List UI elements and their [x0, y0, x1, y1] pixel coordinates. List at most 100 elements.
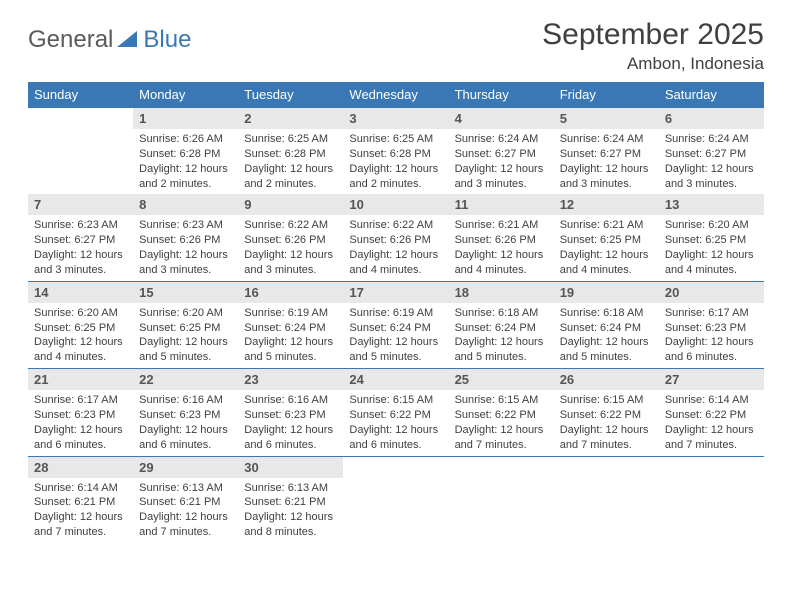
calendar-row: 21Sunrise: 6:17 AMSunset: 6:23 PMDayligh… [28, 369, 764, 456]
day-number: 11 [449, 194, 554, 215]
page: General Blue September 2025 Ambon, Indon… [0, 0, 792, 612]
empty-cell [449, 456, 554, 543]
calendar-body: 1Sunrise: 6:26 AMSunset: 6:28 PMDaylight… [28, 108, 764, 543]
day-details: Sunrise: 6:25 AMSunset: 6:28 PMDaylight:… [238, 129, 343, 194]
day-number: 3 [343, 108, 448, 129]
day-cell: 10Sunrise: 6:22 AMSunset: 6:26 PMDayligh… [343, 194, 448, 281]
day-cell: 28Sunrise: 6:14 AMSunset: 6:21 PMDayligh… [28, 456, 133, 543]
calendar-row: 1Sunrise: 6:26 AMSunset: 6:28 PMDaylight… [28, 108, 764, 195]
day-cell: 21Sunrise: 6:17 AMSunset: 6:23 PMDayligh… [28, 369, 133, 456]
calendar-table: SundayMondayTuesdayWednesdayThursdayFrid… [28, 82, 764, 543]
day-details: Sunrise: 6:17 AMSunset: 6:23 PMDaylight:… [659, 303, 764, 368]
day-number: 9 [238, 194, 343, 215]
day-number: 19 [554, 282, 659, 303]
empty-cell [554, 456, 659, 543]
logo: General Blue [28, 18, 191, 54]
logo-sail-icon [115, 29, 141, 51]
day-cell: 24Sunrise: 6:15 AMSunset: 6:22 PMDayligh… [343, 369, 448, 456]
day-details: Sunrise: 6:15 AMSunset: 6:22 PMDaylight:… [554, 390, 659, 455]
day-cell: 11Sunrise: 6:21 AMSunset: 6:26 PMDayligh… [449, 194, 554, 281]
day-details: Sunrise: 6:20 AMSunset: 6:25 PMDaylight:… [28, 303, 133, 368]
day-details: Sunrise: 6:24 AMSunset: 6:27 PMDaylight:… [659, 129, 764, 194]
day-details: Sunrise: 6:14 AMSunset: 6:22 PMDaylight:… [659, 390, 764, 455]
day-cell: 30Sunrise: 6:13 AMSunset: 6:21 PMDayligh… [238, 456, 343, 543]
day-details: Sunrise: 6:24 AMSunset: 6:27 PMDaylight:… [449, 129, 554, 194]
day-number: 8 [133, 194, 238, 215]
day-details: Sunrise: 6:23 AMSunset: 6:26 PMDaylight:… [133, 215, 238, 280]
day-number: 14 [28, 282, 133, 303]
day-details: Sunrise: 6:15 AMSunset: 6:22 PMDaylight:… [449, 390, 554, 455]
day-cell: 25Sunrise: 6:15 AMSunset: 6:22 PMDayligh… [449, 369, 554, 456]
day-details: Sunrise: 6:23 AMSunset: 6:27 PMDaylight:… [28, 215, 133, 280]
day-number: 26 [554, 369, 659, 390]
day-number: 16 [238, 282, 343, 303]
header: General Blue September 2025 Ambon, Indon… [28, 18, 764, 74]
day-cell: 22Sunrise: 6:16 AMSunset: 6:23 PMDayligh… [133, 369, 238, 456]
day-cell: 3Sunrise: 6:25 AMSunset: 6:28 PMDaylight… [343, 108, 448, 195]
day-cell: 14Sunrise: 6:20 AMSunset: 6:25 PMDayligh… [28, 281, 133, 368]
day-details: Sunrise: 6:16 AMSunset: 6:23 PMDaylight:… [238, 390, 343, 455]
day-cell: 12Sunrise: 6:21 AMSunset: 6:25 PMDayligh… [554, 194, 659, 281]
day-cell: 29Sunrise: 6:13 AMSunset: 6:21 PMDayligh… [133, 456, 238, 543]
day-cell: 8Sunrise: 6:23 AMSunset: 6:26 PMDaylight… [133, 194, 238, 281]
day-number: 13 [659, 194, 764, 215]
day-details: Sunrise: 6:13 AMSunset: 6:21 PMDaylight:… [133, 478, 238, 543]
day-details: Sunrise: 6:19 AMSunset: 6:24 PMDaylight:… [238, 303, 343, 368]
day-details: Sunrise: 6:20 AMSunset: 6:25 PMDaylight:… [659, 215, 764, 280]
calendar-header: SundayMondayTuesdayWednesdayThursdayFrid… [28, 82, 764, 108]
day-number: 6 [659, 108, 764, 129]
day-details: Sunrise: 6:24 AMSunset: 6:27 PMDaylight:… [554, 129, 659, 194]
day-number: 27 [659, 369, 764, 390]
weekday-header: Saturday [659, 82, 764, 108]
empty-cell [659, 456, 764, 543]
day-details: Sunrise: 6:25 AMSunset: 6:28 PMDaylight:… [343, 129, 448, 194]
empty-cell [28, 108, 133, 195]
day-number: 29 [133, 457, 238, 478]
day-number: 28 [28, 457, 133, 478]
day-cell: 18Sunrise: 6:18 AMSunset: 6:24 PMDayligh… [449, 281, 554, 368]
day-cell: 13Sunrise: 6:20 AMSunset: 6:25 PMDayligh… [659, 194, 764, 281]
calendar-row: 28Sunrise: 6:14 AMSunset: 6:21 PMDayligh… [28, 456, 764, 543]
day-cell: 4Sunrise: 6:24 AMSunset: 6:27 PMDaylight… [449, 108, 554, 195]
location: Ambon, Indonesia [542, 54, 764, 74]
day-cell: 26Sunrise: 6:15 AMSunset: 6:22 PMDayligh… [554, 369, 659, 456]
logo-text-general: General [28, 26, 113, 54]
day-cell: 2Sunrise: 6:25 AMSunset: 6:28 PMDaylight… [238, 108, 343, 195]
calendar-row: 7Sunrise: 6:23 AMSunset: 6:27 PMDaylight… [28, 194, 764, 281]
calendar-row: 14Sunrise: 6:20 AMSunset: 6:25 PMDayligh… [28, 281, 764, 368]
weekday-header: Tuesday [238, 82, 343, 108]
day-details: Sunrise: 6:21 AMSunset: 6:25 PMDaylight:… [554, 215, 659, 280]
weekday-header: Wednesday [343, 82, 448, 108]
day-number: 2 [238, 108, 343, 129]
day-details: Sunrise: 6:16 AMSunset: 6:23 PMDaylight:… [133, 390, 238, 455]
day-details: Sunrise: 6:18 AMSunset: 6:24 PMDaylight:… [554, 303, 659, 368]
weekday-header: Friday [554, 82, 659, 108]
day-details: Sunrise: 6:26 AMSunset: 6:28 PMDaylight:… [133, 129, 238, 194]
day-cell: 19Sunrise: 6:18 AMSunset: 6:24 PMDayligh… [554, 281, 659, 368]
day-number: 17 [343, 282, 448, 303]
day-number: 15 [133, 282, 238, 303]
day-cell: 7Sunrise: 6:23 AMSunset: 6:27 PMDaylight… [28, 194, 133, 281]
day-details: Sunrise: 6:18 AMSunset: 6:24 PMDaylight:… [449, 303, 554, 368]
day-number: 22 [133, 369, 238, 390]
day-number: 24 [343, 369, 448, 390]
day-details: Sunrise: 6:22 AMSunset: 6:26 PMDaylight:… [238, 215, 343, 280]
day-number: 1 [133, 108, 238, 129]
day-cell: 16Sunrise: 6:19 AMSunset: 6:24 PMDayligh… [238, 281, 343, 368]
day-cell: 20Sunrise: 6:17 AMSunset: 6:23 PMDayligh… [659, 281, 764, 368]
day-cell: 5Sunrise: 6:24 AMSunset: 6:27 PMDaylight… [554, 108, 659, 195]
day-number: 10 [343, 194, 448, 215]
day-cell: 27Sunrise: 6:14 AMSunset: 6:22 PMDayligh… [659, 369, 764, 456]
weekday-header: Thursday [449, 82, 554, 108]
day-details: Sunrise: 6:13 AMSunset: 6:21 PMDaylight:… [238, 478, 343, 543]
day-number: 30 [238, 457, 343, 478]
day-cell: 9Sunrise: 6:22 AMSunset: 6:26 PMDaylight… [238, 194, 343, 281]
weekday-header: Sunday [28, 82, 133, 108]
logo-text-blue: Blue [143, 26, 191, 54]
day-number: 12 [554, 194, 659, 215]
day-number: 23 [238, 369, 343, 390]
day-number: 5 [554, 108, 659, 129]
month-title: September 2025 [542, 18, 764, 52]
day-details: Sunrise: 6:15 AMSunset: 6:22 PMDaylight:… [343, 390, 448, 455]
day-number: 20 [659, 282, 764, 303]
